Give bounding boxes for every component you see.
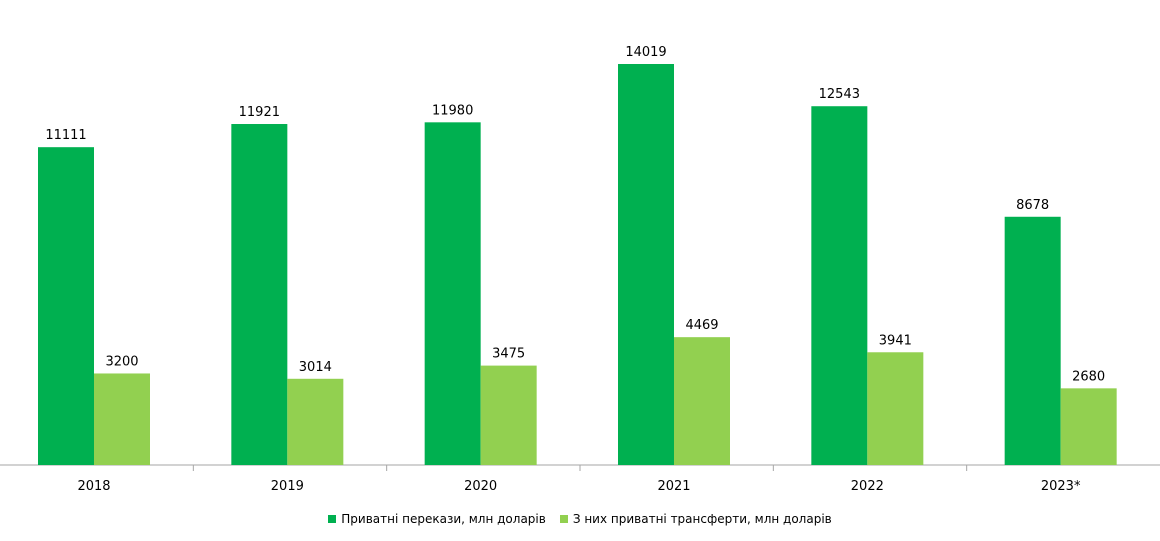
bar-series-1-2022 bbox=[811, 106, 868, 466]
bar-series-2-2022 bbox=[867, 352, 924, 465]
legend-item-series-1: Приватні перекази, млн доларів bbox=[328, 512, 546, 526]
data-label-series-2-2020: 3475 bbox=[492, 347, 525, 362]
x-tick-label-2021: 2021 bbox=[657, 479, 690, 494]
data-label-series-1-2022: 12543 bbox=[819, 87, 860, 102]
bar-series-2-2021 bbox=[674, 337, 730, 465]
x-tick-label-2022: 2022 bbox=[851, 479, 884, 494]
x-tick-label-2018: 2018 bbox=[77, 479, 110, 494]
data-label-series-2-2023: 2680 bbox=[1072, 369, 1105, 384]
legend-label-series-1: Приватні перекази, млн доларів bbox=[341, 512, 546, 526]
chart-legend: Приватні перекази, млн доларів З них при… bbox=[0, 512, 1160, 526]
data-label-series-1-2023: 8678 bbox=[1016, 198, 1049, 213]
x-tick-label-2020: 2020 bbox=[464, 479, 497, 494]
data-label-series-1-2021: 14019 bbox=[625, 45, 666, 60]
legend-item-series-2: З них приватні трансферти, млн доларів bbox=[559, 512, 832, 526]
legend-swatch-series-2 bbox=[559, 515, 568, 523]
bar-series-1-2019 bbox=[231, 124, 288, 466]
data-label-series-1-2019: 11921 bbox=[239, 105, 280, 120]
data-label-series-2-2019: 3014 bbox=[299, 360, 332, 375]
bar-series-2-2019 bbox=[287, 378, 344, 465]
bar-series-1-2021 bbox=[618, 64, 674, 465]
bar-series-2-2018 bbox=[94, 373, 150, 465]
x-tick-label-2019: 2019 bbox=[271, 479, 304, 494]
data-label-series-2-2021: 4469 bbox=[685, 318, 718, 333]
bar-series-1-2018 bbox=[38, 147, 94, 465]
bar-series-2-2023 bbox=[1060, 388, 1117, 465]
bar-series-1-2023 bbox=[1004, 216, 1061, 465]
bar-series-1-2020 bbox=[424, 122, 481, 465]
data-label-series-1-2018: 11111 bbox=[45, 128, 86, 143]
legend-swatch-series-1 bbox=[328, 515, 337, 523]
legend-label-series-2: З них приватні трансферти, млн доларів bbox=[572, 512, 832, 526]
x-tick-label-2023: 2023* bbox=[1041, 479, 1081, 494]
data-label-series-2-2018: 3200 bbox=[105, 354, 138, 369]
bar-series-2-2020 bbox=[480, 365, 537, 465]
data-label-series-2-2022: 3941 bbox=[879, 333, 912, 348]
data-label-series-1-2020: 11980 bbox=[432, 103, 473, 118]
